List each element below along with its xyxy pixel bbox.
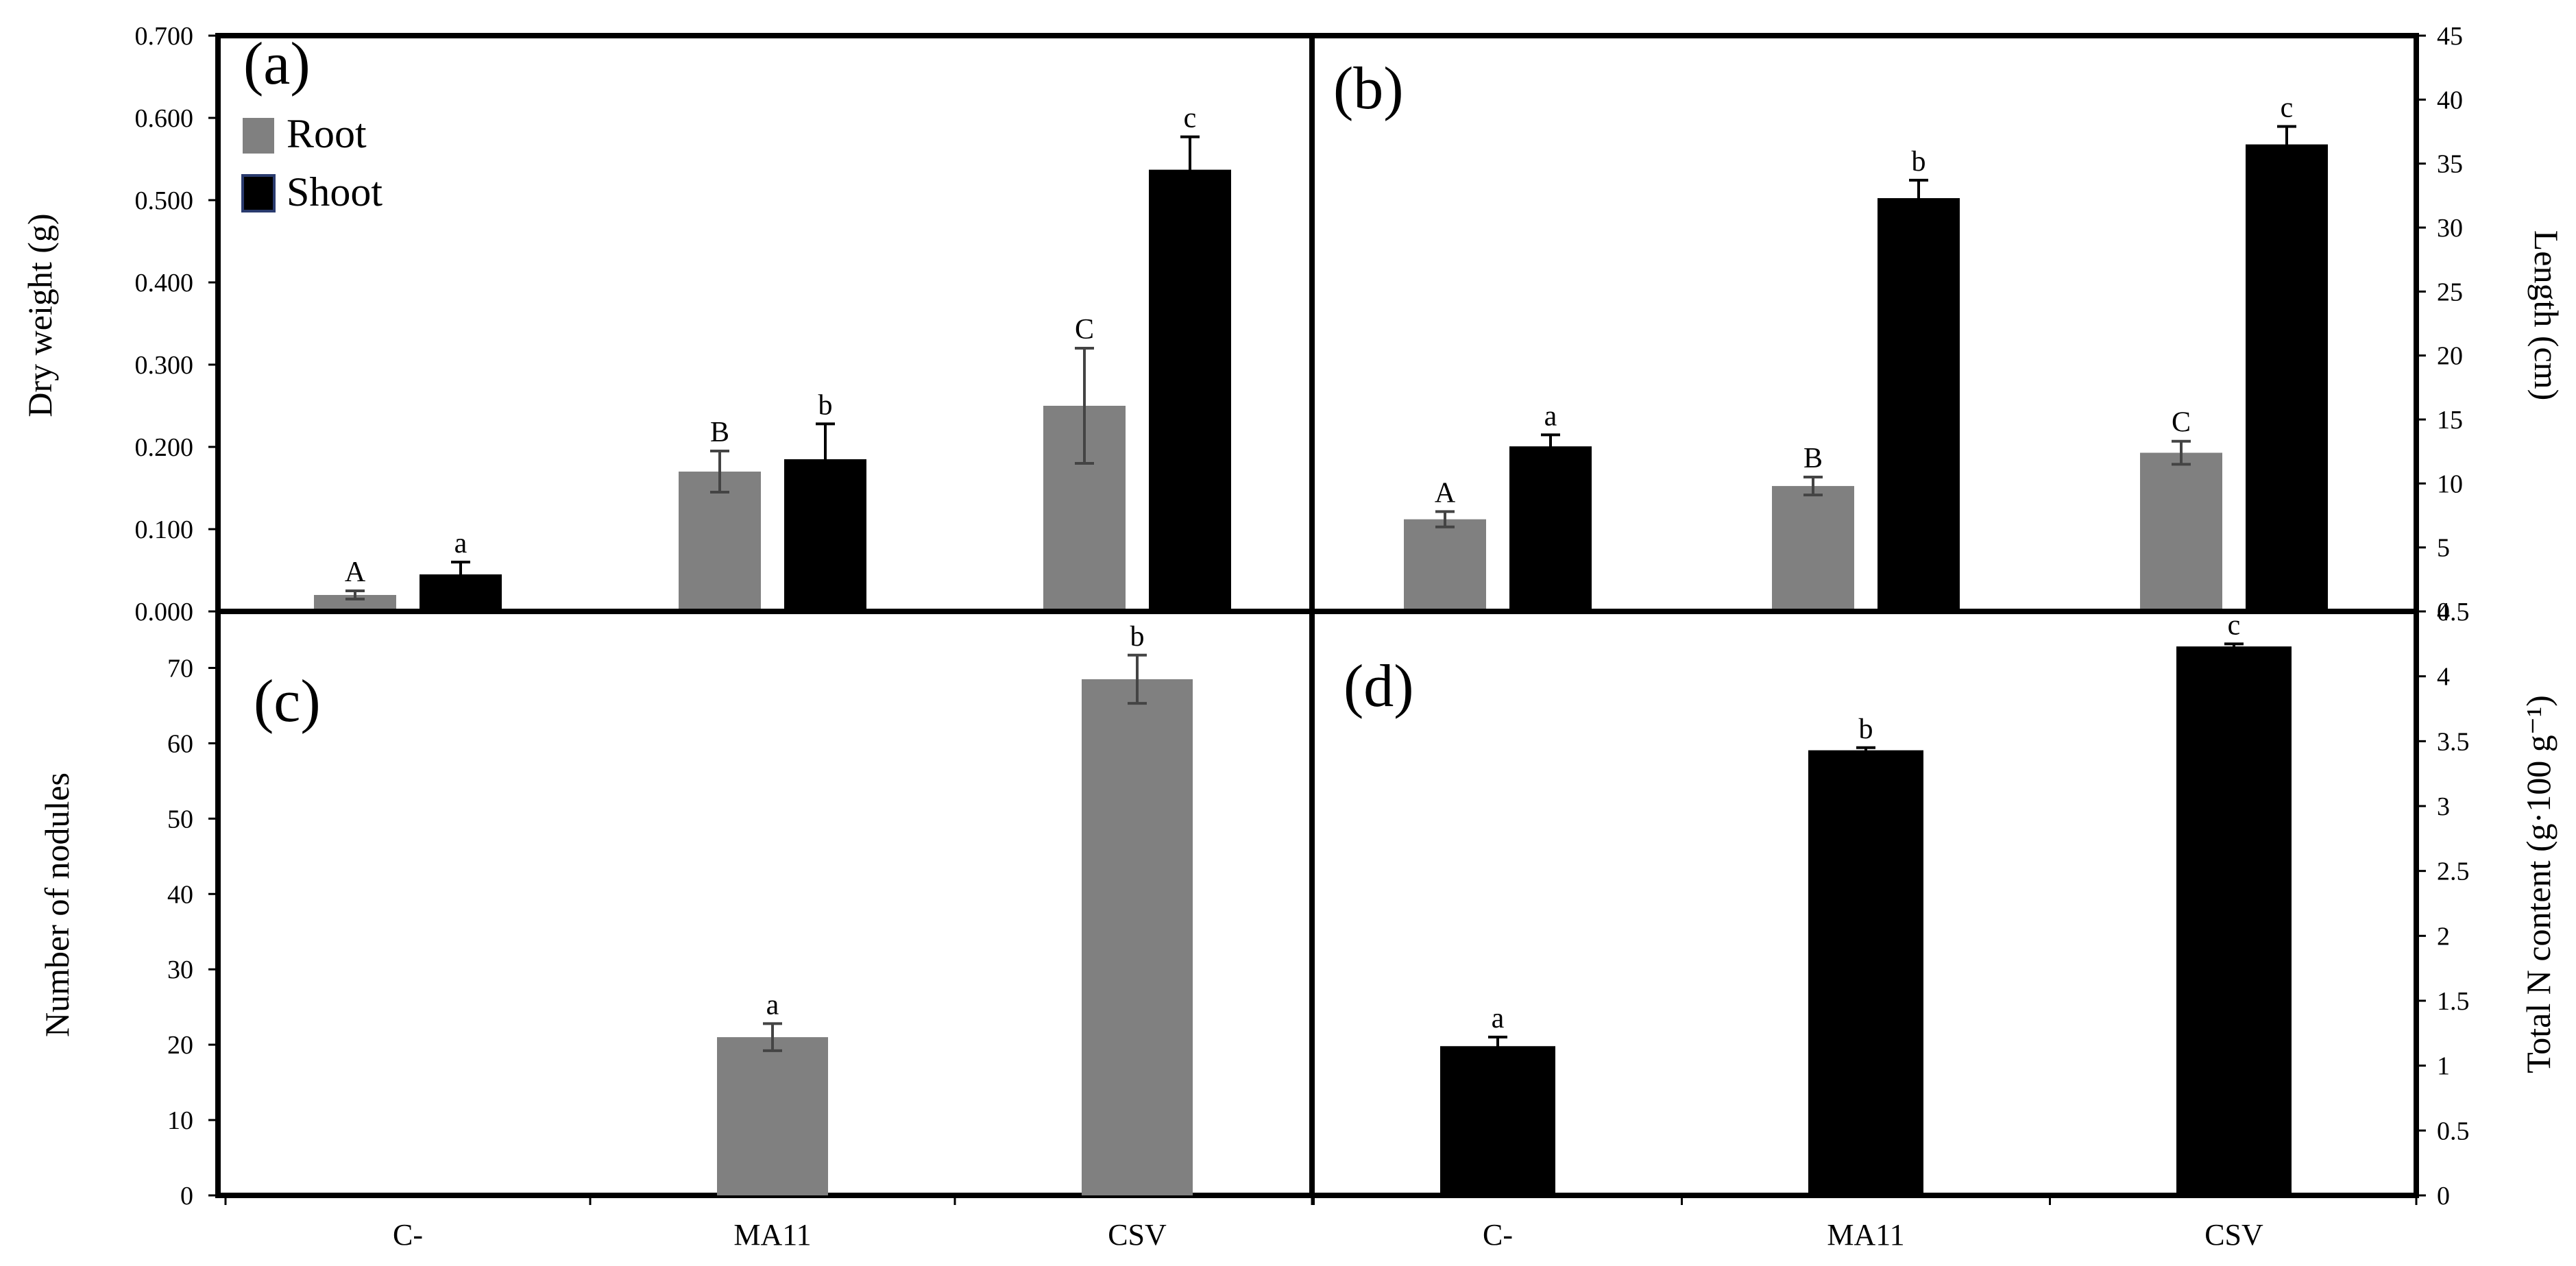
significance-label: c [2281, 93, 2294, 124]
y-axis-title-a: Dry weight (g) [21, 213, 59, 417]
legend-label-shoot: Shoot [287, 169, 382, 215]
y-tick-label: 30 [167, 955, 193, 984]
bar-shoot-csv [1149, 169, 1231, 612]
bar-shoot-c [1440, 1046, 1555, 1195]
y-tick-label: 45 [2437, 22, 2463, 51]
significance-label: c [1184, 103, 1197, 134]
legend: Root Shoot [241, 111, 382, 215]
panel-label-a: (a) [243, 31, 311, 97]
x-tick-label: C- [393, 1218, 423, 1252]
significance-label: a [454, 528, 467, 559]
significance-label: c [2228, 609, 2241, 641]
bar-root-csv [1082, 679, 1193, 1195]
y-tick-label: 0.400 [135, 269, 194, 297]
bar-root-c [1404, 519, 1486, 611]
panel-b: 0 5 10 15 20 25 30 35 40 45 A B Ca b c [1309, 22, 2463, 626]
y-tick-label: 0.5 [2437, 1117, 2470, 1145]
significance-label: b [818, 389, 833, 421]
significance-label: b [1859, 714, 1873, 745]
y-tick-label: 15 [2437, 406, 2463, 435]
bar-shoot-ma11 [1808, 750, 1923, 1195]
y-tick-label: 35 [2437, 150, 2463, 179]
y-tick-label: 10 [167, 1106, 193, 1135]
panel-a: 0.000 0.100 0.200 0.300 0.400 0.500 0.600 0.700… [135, 22, 1315, 626]
legend-swatch-shoot [241, 174, 276, 212]
significance-label: b [1912, 146, 1926, 178]
bar-shoot-c [1509, 446, 1592, 611]
y-tick-label: 25 [2437, 278, 2463, 306]
y-tick-label: 0.300 [135, 351, 194, 380]
panel-label-c: (c) [254, 668, 321, 735]
bar-root-ma11 [717, 1037, 828, 1195]
y-axis-title-b: Length (cm) [2527, 230, 2566, 401]
significance-label: a [1544, 400, 1557, 432]
y-tick-label: 4 [2437, 663, 2450, 692]
bar-shoot-csv [2246, 144, 2328, 611]
y-tick-label: 20 [2437, 342, 2463, 371]
significance-label: C [2172, 407, 2191, 439]
y-tick-label: 30 [2437, 214, 2463, 243]
y-tick-label: 0.100 [135, 515, 194, 544]
panel-label-b: (b) [1333, 56, 1404, 122]
y-tick-label: 4.5 [2437, 598, 2470, 626]
significance-label: a [766, 989, 779, 1021]
bar-root-csv [2140, 452, 2222, 611]
y-tick-label: 1 [2437, 1052, 2450, 1081]
y-tick-label: 40 [167, 880, 193, 909]
x-tick-label: CSV [2204, 1218, 2263, 1252]
significance-label: A [1435, 477, 1456, 509]
panel-d: 0 0.5 1 1.5 2 2.5 3 3.5 4 4.5 C- MA11 CSV a b c [1309, 598, 2470, 1252]
panel-c: 0 10 20 30 40 50 60 70 C- MA11 CSV a b [167, 609, 1315, 1252]
y-tick-label: 40 [2437, 86, 2463, 114]
bar-shoot-csv [2176, 646, 2292, 1195]
x-tick-label: CSV [1108, 1218, 1167, 1252]
y-tick-label: 3 [2437, 792, 2450, 821]
y-tick-label: 50 [167, 805, 193, 833]
x-tick-label: MA11 [1827, 1218, 1904, 1252]
y-tick-label: 70 [167, 654, 193, 683]
bar-shoot-ma11 [1878, 198, 1960, 612]
y-tick-label: 0 [2437, 598, 2450, 626]
x-tick-label: MA11 [733, 1218, 811, 1252]
y-tick-label: 3.5 [2437, 727, 2470, 756]
y-tick-label: 0.600 [135, 104, 194, 133]
significance-label: b [1130, 621, 1145, 653]
significance-label: a [1492, 1003, 1505, 1034]
y-tick-label: 0.500 [135, 186, 194, 215]
significance-label: A [345, 557, 366, 588]
bar-root-ma11 [1772, 486, 1854, 611]
panel-frame-a [215, 33, 1315, 614]
y-tick-label: 1.5 [2437, 987, 2470, 1016]
y-tick-label: 2.5 [2437, 857, 2470, 886]
y-tick-label: 0.200 [135, 433, 194, 462]
significance-label: B [1803, 443, 1823, 474]
legend-swatch-root [243, 118, 274, 154]
y-tick-label: 60 [167, 729, 193, 758]
legend-label-root: Root [287, 111, 367, 156]
y-tick-label: 10 [2437, 470, 2463, 498]
x-tick-label: C- [1483, 1218, 1513, 1252]
y-axis-title-d: Total N content (g·100 g⁻¹) [2519, 695, 2557, 1073]
y-tick-label: 2 [2437, 922, 2450, 951]
y-tick-label: 0.000 [135, 598, 194, 626]
y-tick-label: 0.700 [135, 22, 194, 51]
y-tick-label: 5 [2437, 534, 2450, 563]
significance-label: C [1075, 314, 1094, 345]
y-tick-label: 20 [167, 1031, 193, 1060]
panel-label-d: (d) [1344, 653, 1414, 720]
y-tick-label: 0 [180, 1182, 193, 1210]
bar-root-ma11 [679, 472, 761, 611]
significance-label: B [710, 417, 729, 448]
y-tick-label: 0 [2437, 1182, 2450, 1210]
y-axis-title-c: Number of nodules [38, 772, 76, 1037]
